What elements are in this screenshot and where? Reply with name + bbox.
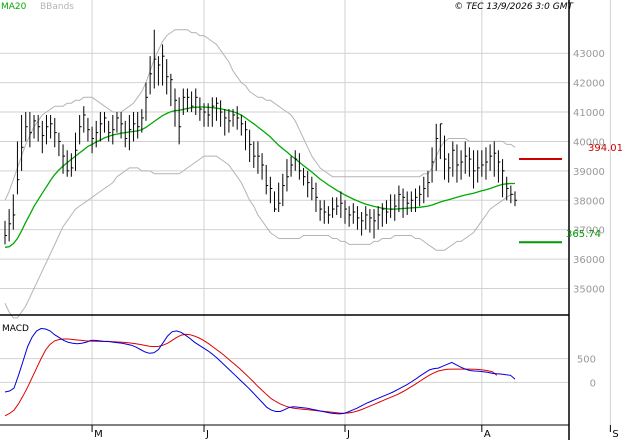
price-tick-label: 38000	[573, 196, 605, 207]
resistance-label: 394.01	[588, 143, 623, 154]
macd-line	[4, 327, 516, 415]
bband-upper-line	[4, 29, 516, 201]
month-label: S	[612, 429, 618, 440]
macd-label: MACD	[2, 324, 29, 334]
month-label: J	[205, 429, 209, 440]
signal-line	[4, 333, 498, 417]
ma20-legend: MA20	[1, 2, 27, 12]
price-tick-label: 41000	[573, 108, 605, 119]
price-tick-label: 35000	[573, 284, 605, 295]
price-tick-label: 40000	[573, 137, 605, 148]
macd-tick-label: 500	[577, 355, 596, 366]
price-tick-label: 43000	[573, 49, 605, 60]
price-tick-label: 37000	[573, 226, 605, 237]
macd-panel	[4, 327, 516, 417]
price-bars	[4, 29, 517, 245]
bband-lower-line	[4, 155, 515, 319]
macd-tick-label: 0	[590, 378, 596, 389]
axis-labels: 35000 36000 37000 38000 39000 40000 41000 42000…	[91, 49, 619, 440]
month-label: J	[346, 429, 350, 440]
price-tick-label: 39000	[573, 167, 605, 178]
bbands-legend: BBands	[40, 2, 74, 12]
copyright-text: © TEC 13/9/2026 3:0 GMT	[454, 2, 574, 12]
month-label: A	[484, 429, 491, 440]
ma20-polyline	[4, 106, 515, 248]
ma20-line	[4, 106, 515, 248]
support-label: 365.74	[566, 229, 601, 240]
price-tick-label: 36000	[573, 255, 605, 266]
bollinger-bands	[4, 29, 516, 319]
price-tick-label: 42000	[573, 79, 605, 90]
level-lines	[519, 158, 562, 244]
month-label: M	[94, 429, 103, 440]
